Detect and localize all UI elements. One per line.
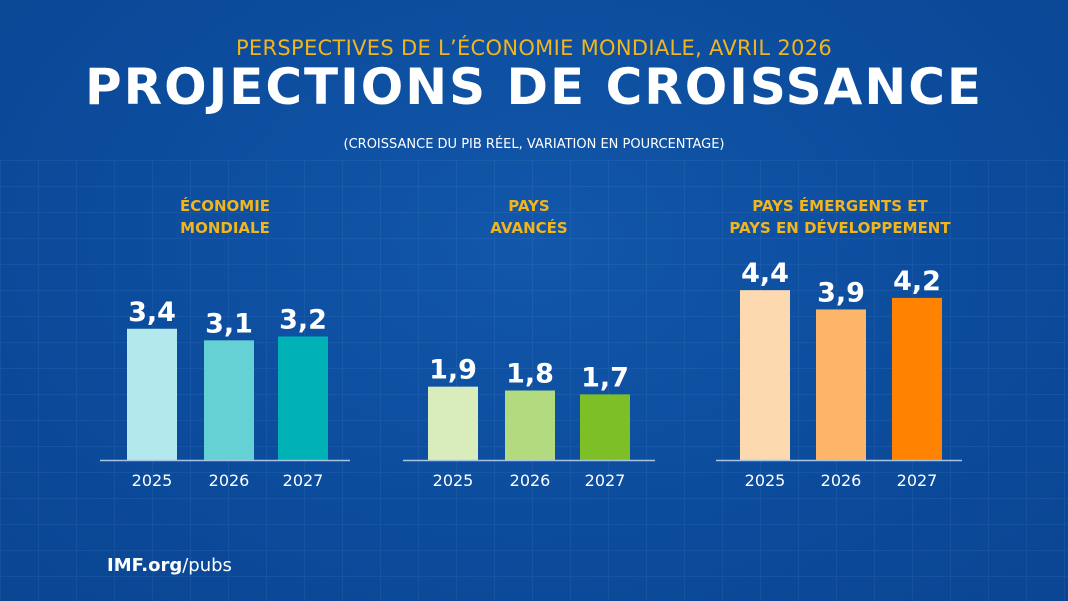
data-label: 4,4 — [741, 258, 789, 289]
bar-2026 — [204, 340, 254, 460]
x-tick-label: 2025 — [745, 471, 786, 490]
x-tick-label: 2025 — [433, 471, 474, 490]
report-subtitle: PERSPECTIVES DE L’ÉCONOMIE MONDIALE, AVR… — [235, 36, 833, 60]
x-tick-label: 2026 — [821, 471, 862, 490]
x-tick-label: 2025 — [132, 471, 173, 490]
panel-title-world: ÉCONOMIE MONDIALE — [179, 197, 271, 237]
data-label: 3,9 — [817, 277, 865, 308]
data-label: 1,9 — [429, 355, 477, 386]
bar-2025 — [740, 290, 790, 460]
data-label: 4,2 — [893, 266, 941, 297]
panel-title-advanced: PAYS AVANCÉS — [490, 197, 568, 237]
data-label: 3,2 — [279, 304, 327, 335]
x-tick-label: 2026 — [510, 471, 551, 490]
footer-path: /pubs — [182, 555, 232, 576]
bar-2027 — [278, 336, 328, 460]
x-tick-label: 2027 — [897, 471, 938, 490]
data-label: 3,4 — [128, 297, 176, 328]
x-tick-label: 2027 — [283, 471, 324, 490]
panel-title-emerging: PAYS ÉMERGENTS ET PAYS EN DÉVELOPPEMENT — [729, 197, 951, 237]
bar-2026 — [816, 309, 866, 460]
data-label: 1,8 — [506, 359, 554, 390]
bar-2025 — [127, 328, 177, 460]
units-note: (CROISSANCE DU PIB RÉEL, VARIATION EN PO… — [343, 137, 725, 152]
bar-2027 — [892, 297, 942, 460]
x-tick-label: 2026 — [209, 471, 250, 490]
footer-site: IMF.org — [107, 555, 183, 576]
page-title: PROJECTIONS DE CROISSANCE — [84, 58, 984, 116]
x-tick-label: 2027 — [585, 471, 626, 490]
background-mesh — [0, 160, 1068, 601]
bar-2026 — [505, 390, 555, 460]
bar-2025 — [428, 386, 478, 460]
data-label: 1,7 — [581, 362, 629, 393]
bar-2027 — [580, 394, 630, 460]
data-label: 3,1 — [205, 308, 253, 339]
footer-link[interactable]: IMF.org/pubs — [107, 555, 232, 576]
